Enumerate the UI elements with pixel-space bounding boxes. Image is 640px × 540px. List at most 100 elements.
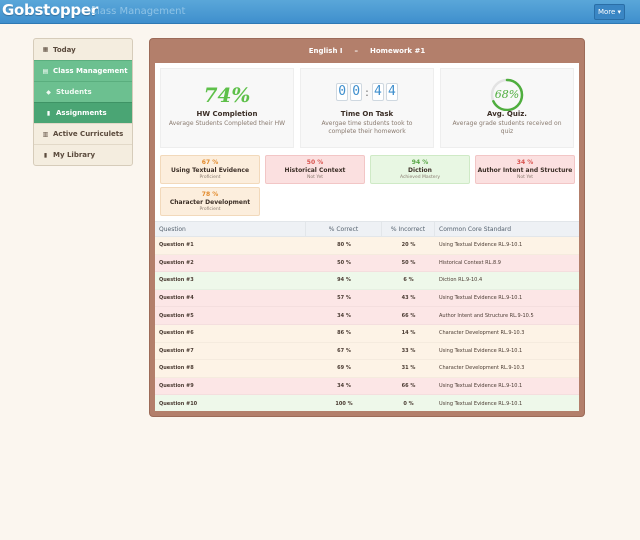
table-row[interactable]: Question #10 100 % 0 % Using Textual Eviden… [155,395,579,411]
sidebar-item-my-library[interactable]: ▮ My Library [34,144,132,165]
incorrect-cell: 20 % [401,242,416,249]
sidebar-item-label: Class Management [53,67,128,75]
correct-cell: 50 % [337,259,351,266]
sidebar-nav: ▦ Today ▤ Class Management ◆ Students ▮ … [33,38,133,166]
quiz-gauge-arc [490,78,524,111]
standard-percent: 78 % [201,191,219,198]
question-cell: Question #8 [159,365,194,372]
class-name: English I [308,47,343,55]
standard-name: Historical Context [284,167,346,174]
sidebar-item-assignments[interactable]: ▮ Assignments [34,102,132,123]
sidebar-item-today[interactable]: ▦ Today [34,39,132,60]
standard-level: Achieved Mastery [399,175,441,180]
standard-card[interactable]: 94 % Diction Achieved Mastery [370,155,470,184]
column-header-incorrect[interactable]: % Incorrect [382,222,435,236]
incorrect-cell: 33 % [401,347,416,354]
standard-name: Diction [408,167,432,174]
standard-card[interactable]: 50 % Historical Context Not Yet [265,155,365,184]
sidebar-item-label: My Library [53,151,96,159]
question-cell: Question #3 [159,277,194,284]
correct-cell: 86 % [337,330,351,337]
standard-percent: 34 % [516,159,534,166]
incorrect-cell: 14 % [401,330,416,337]
clipboard-icon: ▮ [46,109,51,117]
homework-report-panel: English I – Homework #1 74% HW Completio… [149,38,585,417]
table-row[interactable]: Question #5 34 % 66 % Author Intent and Str… [155,307,579,325]
avg-quiz-value: 68% [494,88,520,101]
sidebar-item-active-curriculets[interactable]: ▥ Active Curriculets [34,123,132,144]
hw-completion-value: 74% [203,83,251,107]
correct-cell: 34 % [337,383,351,390]
standard-name: Using Textual Evidence [170,167,250,174]
standard-cell: Using Textual Evidence RL.9-10.1 [439,383,523,390]
sidebar-item-label: Students [56,88,92,96]
hw-completion-title: HW Completion [196,110,258,118]
question-cell: Question #5 [159,312,194,319]
column-header-question[interactable]: Question [155,222,306,236]
panel-header: English I – Homework #1 [150,39,584,63]
avg-quiz-title: Avg. Quiz. [487,110,527,118]
timer-digit: 4 [385,83,398,101]
column-header-standard[interactable]: Common Core Standard [439,225,512,233]
sidebar-item-label: Active Curriculets [53,130,124,138]
correct-cell: 67 % [337,347,351,354]
standard-level: Proficient [199,175,221,180]
calendar-icon: ▦ [42,46,49,53]
standard-level: Proficient [199,207,221,212]
table-row[interactable]: Question #8 69 % 31 % Character Development… [155,360,579,378]
question-cell: Question #1 [159,242,194,249]
app-logo[interactable]: Gobstopper [2,1,98,19]
timer-digit: 4 [371,83,384,101]
hw-completion-subtitle: Average Students Completed their HW [168,120,286,127]
table-row[interactable]: Question #1 80 % 20 % Using Textual Evidenc… [155,237,579,255]
standard-card[interactable]: 78 % Character Development Proficient [160,187,260,216]
table-row[interactable]: Question #9 34 % 66 % Using Textual Evidenc… [155,377,579,396]
question-cell: Question #2 [159,259,194,266]
standard-cell: Using Textual Evidence RL.9-10.1 [439,347,523,354]
sidebar-item-students[interactable]: ◆ Students [34,81,132,102]
top-navbar: Gobstopper Class Management More ▾ [0,0,640,24]
quiz-gauge [490,78,524,111]
standard-cell: Using Textual Evidence RL.9-10.1 [439,295,523,302]
table-row[interactable]: Question #6 86 % 14 % Character Development… [155,324,579,343]
incorrect-cell: 0 % [403,400,414,407]
more-menu-button[interactable]: More ▾ [594,4,625,20]
incorrect-cell: 50 % [401,259,416,266]
panel-body: 74% HW Completion Average Students Compl… [155,63,579,411]
table-row[interactable]: Question #4 57 % 43 % Using Textual Evidenc… [155,289,579,308]
time-on-task-card: 0 0 : 4 4 Time On Task Avergae time stud… [300,68,434,148]
incorrect-cell: 66 % [401,383,416,390]
stats-row: 74% HW Completion Average Students Compl… [160,68,574,148]
table-body: Question #1 80 % 20 % Using Textual Evidenc… [155,237,579,411]
table-row[interactable]: Question #3 94 % 6 % Diction RL.9-10.4 [155,272,579,290]
questions-table: Question % Correct % Incorrect Common Co… [155,221,579,411]
incorrect-cell: 6 % [403,277,414,284]
standard-cell: Historical Context RL.8.9 [439,259,501,266]
standard-name: Author Intent and Structure [477,167,573,174]
incorrect-cell: 31 % [401,365,416,372]
standard-level: Not Yet [307,175,323,180]
standard-card[interactable]: 34 % Author Intent and Structure Not Yet [475,155,575,184]
book-open-icon: ▥ [42,130,49,138]
table-header: Question % Correct % Incorrect Common Co… [155,221,579,237]
time-on-task-subtitle: Avergae time students took to complete t… [321,120,413,135]
table-row[interactable]: Question #7 67 % 33 % Using Textual Evidenc… [155,342,579,361]
standard-percent: 67 % [201,159,219,166]
question-cell: Question #9 [159,383,194,390]
question-cell: Question #4 [159,295,194,302]
correct-cell: 80 % [337,242,351,249]
standard-card[interactable]: 67 % Using Textual Evidence Proficient [160,155,260,184]
table-row[interactable]: Question #2 50 % 50 % Historical Context RL… [155,254,579,273]
standard-percent: 94 % [411,159,429,166]
book-icon: ▮ [43,151,48,159]
sidebar-item-label: Today [53,45,76,54]
standard-name: Character Development [169,199,251,206]
sidebar-item-class-management[interactable]: ▤ Class Management [34,60,132,81]
standard-cell: Using Textual Evidence RL.9-10.1 [439,400,523,407]
header-separator: – [354,47,359,55]
correct-cell: 100 % [335,400,353,407]
column-header-correct[interactable]: % Correct [306,222,382,236]
standard-cell: Using Textual Evidence RL.9-10.1 [439,242,523,249]
standard-level: Not Yet [517,175,533,180]
avg-quiz-subtitle: Average grade students received on quiz [452,120,562,135]
